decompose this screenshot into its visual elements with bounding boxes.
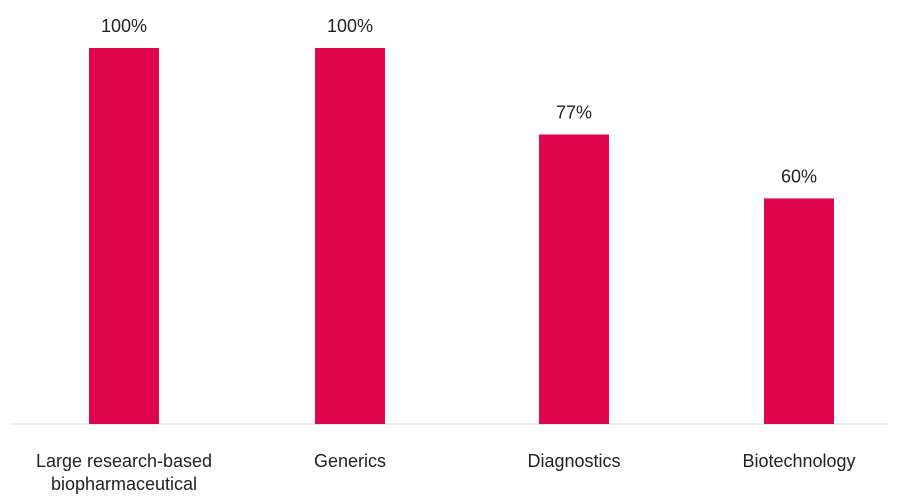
bars-group bbox=[89, 48, 834, 425]
category-label-0: Large research-based biopharmaceutical bbox=[36, 451, 212, 494]
bar-value-label-0: 100% bbox=[101, 16, 147, 36]
category-label-line: Large research-based bbox=[36, 451, 212, 471]
bar-0 bbox=[89, 48, 159, 424]
category-label-line: Biotechnology bbox=[742, 451, 855, 471]
bar-2 bbox=[539, 134, 609, 425]
bar-3 bbox=[764, 198, 834, 424]
bar-value-label-2: 77% bbox=[556, 102, 592, 122]
bar-value-label-3: 60% bbox=[781, 166, 817, 186]
category-label-1: Generics bbox=[314, 451, 386, 471]
category-label-line: Diagnostics bbox=[527, 451, 620, 471]
bar-1 bbox=[315, 48, 385, 424]
category-label-line: Generics bbox=[314, 451, 386, 471]
value-labels-group: 100% 100% 77% 60% bbox=[101, 16, 817, 186]
category-label-line: biopharmaceutical bbox=[51, 474, 197, 494]
category-labels-group: Large research-based biopharmaceutical Gen… bbox=[36, 451, 856, 494]
category-label-3: Biotechnology bbox=[742, 451, 855, 471]
bar-value-label-1: 100% bbox=[327, 16, 373, 36]
category-label-2: Diagnostics bbox=[527, 451, 620, 471]
